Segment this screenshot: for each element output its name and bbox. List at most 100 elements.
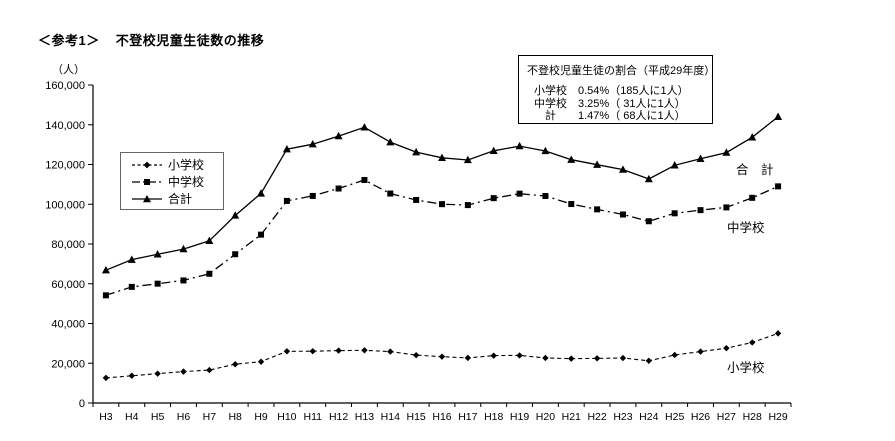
- data-marker-junior-high: [645, 218, 652, 225]
- y-axis-unit-label: （人）: [52, 64, 85, 76]
- data-marker-total: [774, 112, 783, 120]
- data-marker-elementary: [335, 347, 342, 354]
- data-marker-junior-high: [413, 196, 420, 203]
- x-axis-tick-label: H3: [99, 411, 113, 423]
- data-marker-elementary: [361, 347, 368, 354]
- data-marker-junior-high: [697, 207, 704, 214]
- ratio-row-total: 計 1.47%（ 68人に1人）: [534, 110, 686, 122]
- data-marker-junior-high: [128, 283, 135, 290]
- solid-triangle-line-icon: [132, 194, 162, 202]
- x-axis-tick-label: H23: [613, 411, 632, 423]
- data-marker-elementary: [516, 352, 523, 359]
- data-marker-elementary: [774, 330, 782, 337]
- data-marker-total: [205, 236, 214, 245]
- x-axis-tick-label: H16: [432, 411, 451, 423]
- x-axis-tick-label: H25: [665, 411, 684, 423]
- data-marker-elementary: [387, 348, 394, 355]
- dashdot-square-line-icon: [132, 178, 162, 185]
- y-axis-tick-label: 20,000: [51, 358, 85, 370]
- data-marker-elementary: [231, 361, 239, 368]
- data-marker-junior-high: [490, 195, 497, 202]
- legend-item-total: 合計: [131, 190, 223, 207]
- page-title: ＜参考1＞ 不登校児童生徒数の推移: [38, 30, 264, 49]
- data-marker-total: [101, 266, 110, 274]
- legend-item-elementary: 小学校: [131, 156, 223, 173]
- data-marker-total: [670, 161, 679, 169]
- data-marker-elementary: [619, 354, 627, 362]
- data-marker-total: [541, 146, 550, 155]
- data-marker-elementary: [154, 370, 161, 377]
- data-marker-junior-high: [749, 194, 756, 201]
- x-axis-tick-label: H17: [458, 411, 477, 423]
- x-axis-tick-label: H24: [639, 411, 658, 423]
- data-marker-junior-high: [232, 251, 239, 258]
- x-axis-tick-label: H29: [768, 411, 787, 423]
- data-marker-elementary: [257, 358, 265, 365]
- y-axis-tick-label: 80,000: [51, 239, 85, 251]
- data-marker-junior-high: [464, 202, 471, 209]
- data-marker-total: [153, 250, 162, 258]
- data-marker-elementary: [283, 348, 291, 355]
- data-marker-total: [360, 123, 369, 131]
- y-axis-tick-label: 60,000: [51, 279, 85, 291]
- data-marker-total: [593, 160, 602, 168]
- data-marker-junior-high: [309, 192, 316, 199]
- data-marker-elementary: [490, 352, 497, 359]
- data-marker-junior-high: [206, 270, 213, 277]
- data-marker-total: [386, 137, 395, 146]
- x-axis-tick-label: H8: [228, 411, 242, 423]
- x-axis-tick-label: H9: [254, 411, 268, 423]
- data-marker-elementary: [412, 351, 420, 359]
- data-marker-junior-high: [671, 210, 678, 217]
- y-axis-tick-label: 120,000: [45, 160, 85, 172]
- chart-legend: 小学校 中学校 合計: [120, 152, 224, 210]
- data-marker-junior-high: [283, 197, 290, 204]
- data-marker-total: [489, 146, 498, 154]
- x-axis-tick-label: H15: [407, 411, 426, 423]
- data-marker-elementary: [102, 374, 110, 382]
- y-axis-tick-label: 0: [79, 398, 85, 410]
- legend-label-junior-high: 中学校: [168, 175, 205, 189]
- series-annotation-total: 合 計: [736, 162, 774, 177]
- data-marker-junior-high: [361, 176, 368, 183]
- x-axis-tick-label: H6: [177, 411, 191, 423]
- ratio-box-rows: 小学校 0.54%（185人に1人） 中学校 3.25%（ 31人に1人） 計 …: [519, 78, 712, 123]
- x-axis-tick-label: H27: [717, 411, 736, 423]
- ratio-info-box: 不登校児童生徒の割合（平成29年度） 小学校 0.54%（185人に1人） 中学…: [518, 55, 715, 124]
- data-marker-elementary: [645, 357, 653, 364]
- data-marker-junior-high: [723, 204, 730, 211]
- data-marker-total: [308, 139, 317, 148]
- data-marker-elementary: [671, 351, 678, 359]
- reference-label: ＜参考1＞: [38, 33, 100, 48]
- data-marker-total: [567, 155, 576, 163]
- data-marker-total: [412, 147, 421, 156]
- data-marker-junior-high: [154, 280, 161, 287]
- data-marker-total: [463, 155, 472, 164]
- x-axis-tick-label: H14: [381, 411, 400, 423]
- data-marker-junior-high: [387, 190, 394, 197]
- x-axis-tick-label: H13: [355, 411, 374, 423]
- data-marker-elementary: [438, 353, 446, 360]
- series-annotation-junior-high: 中学校: [727, 220, 765, 235]
- data-marker-total: [722, 148, 731, 156]
- y-axis-tick-label: 100,000: [45, 199, 85, 211]
- legend-label-total: 合計: [168, 192, 193, 206]
- x-axis-tick-label: H12: [329, 411, 348, 423]
- data-marker-total: [644, 174, 653, 183]
- data-marker-total: [257, 189, 266, 197]
- data-marker-elementary: [723, 344, 730, 352]
- data-marker-total: [515, 141, 524, 150]
- chart-title-text: 不登校児童生徒数の推移: [115, 33, 265, 48]
- series-annotation-elementary: 小学校: [727, 360, 765, 375]
- data-marker-total: [438, 153, 446, 162]
- data-marker-elementary: [697, 348, 704, 355]
- data-marker-total: [618, 165, 627, 173]
- x-axis-tick-label: H5: [151, 411, 165, 423]
- legend-item-junior-high: 中学校: [131, 173, 223, 190]
- data-marker-elementary: [128, 372, 135, 379]
- data-marker-junior-high: [335, 185, 342, 192]
- x-axis-tick-label: H7: [203, 411, 217, 423]
- data-marker-junior-high: [180, 277, 187, 284]
- data-marker-elementary: [749, 339, 756, 346]
